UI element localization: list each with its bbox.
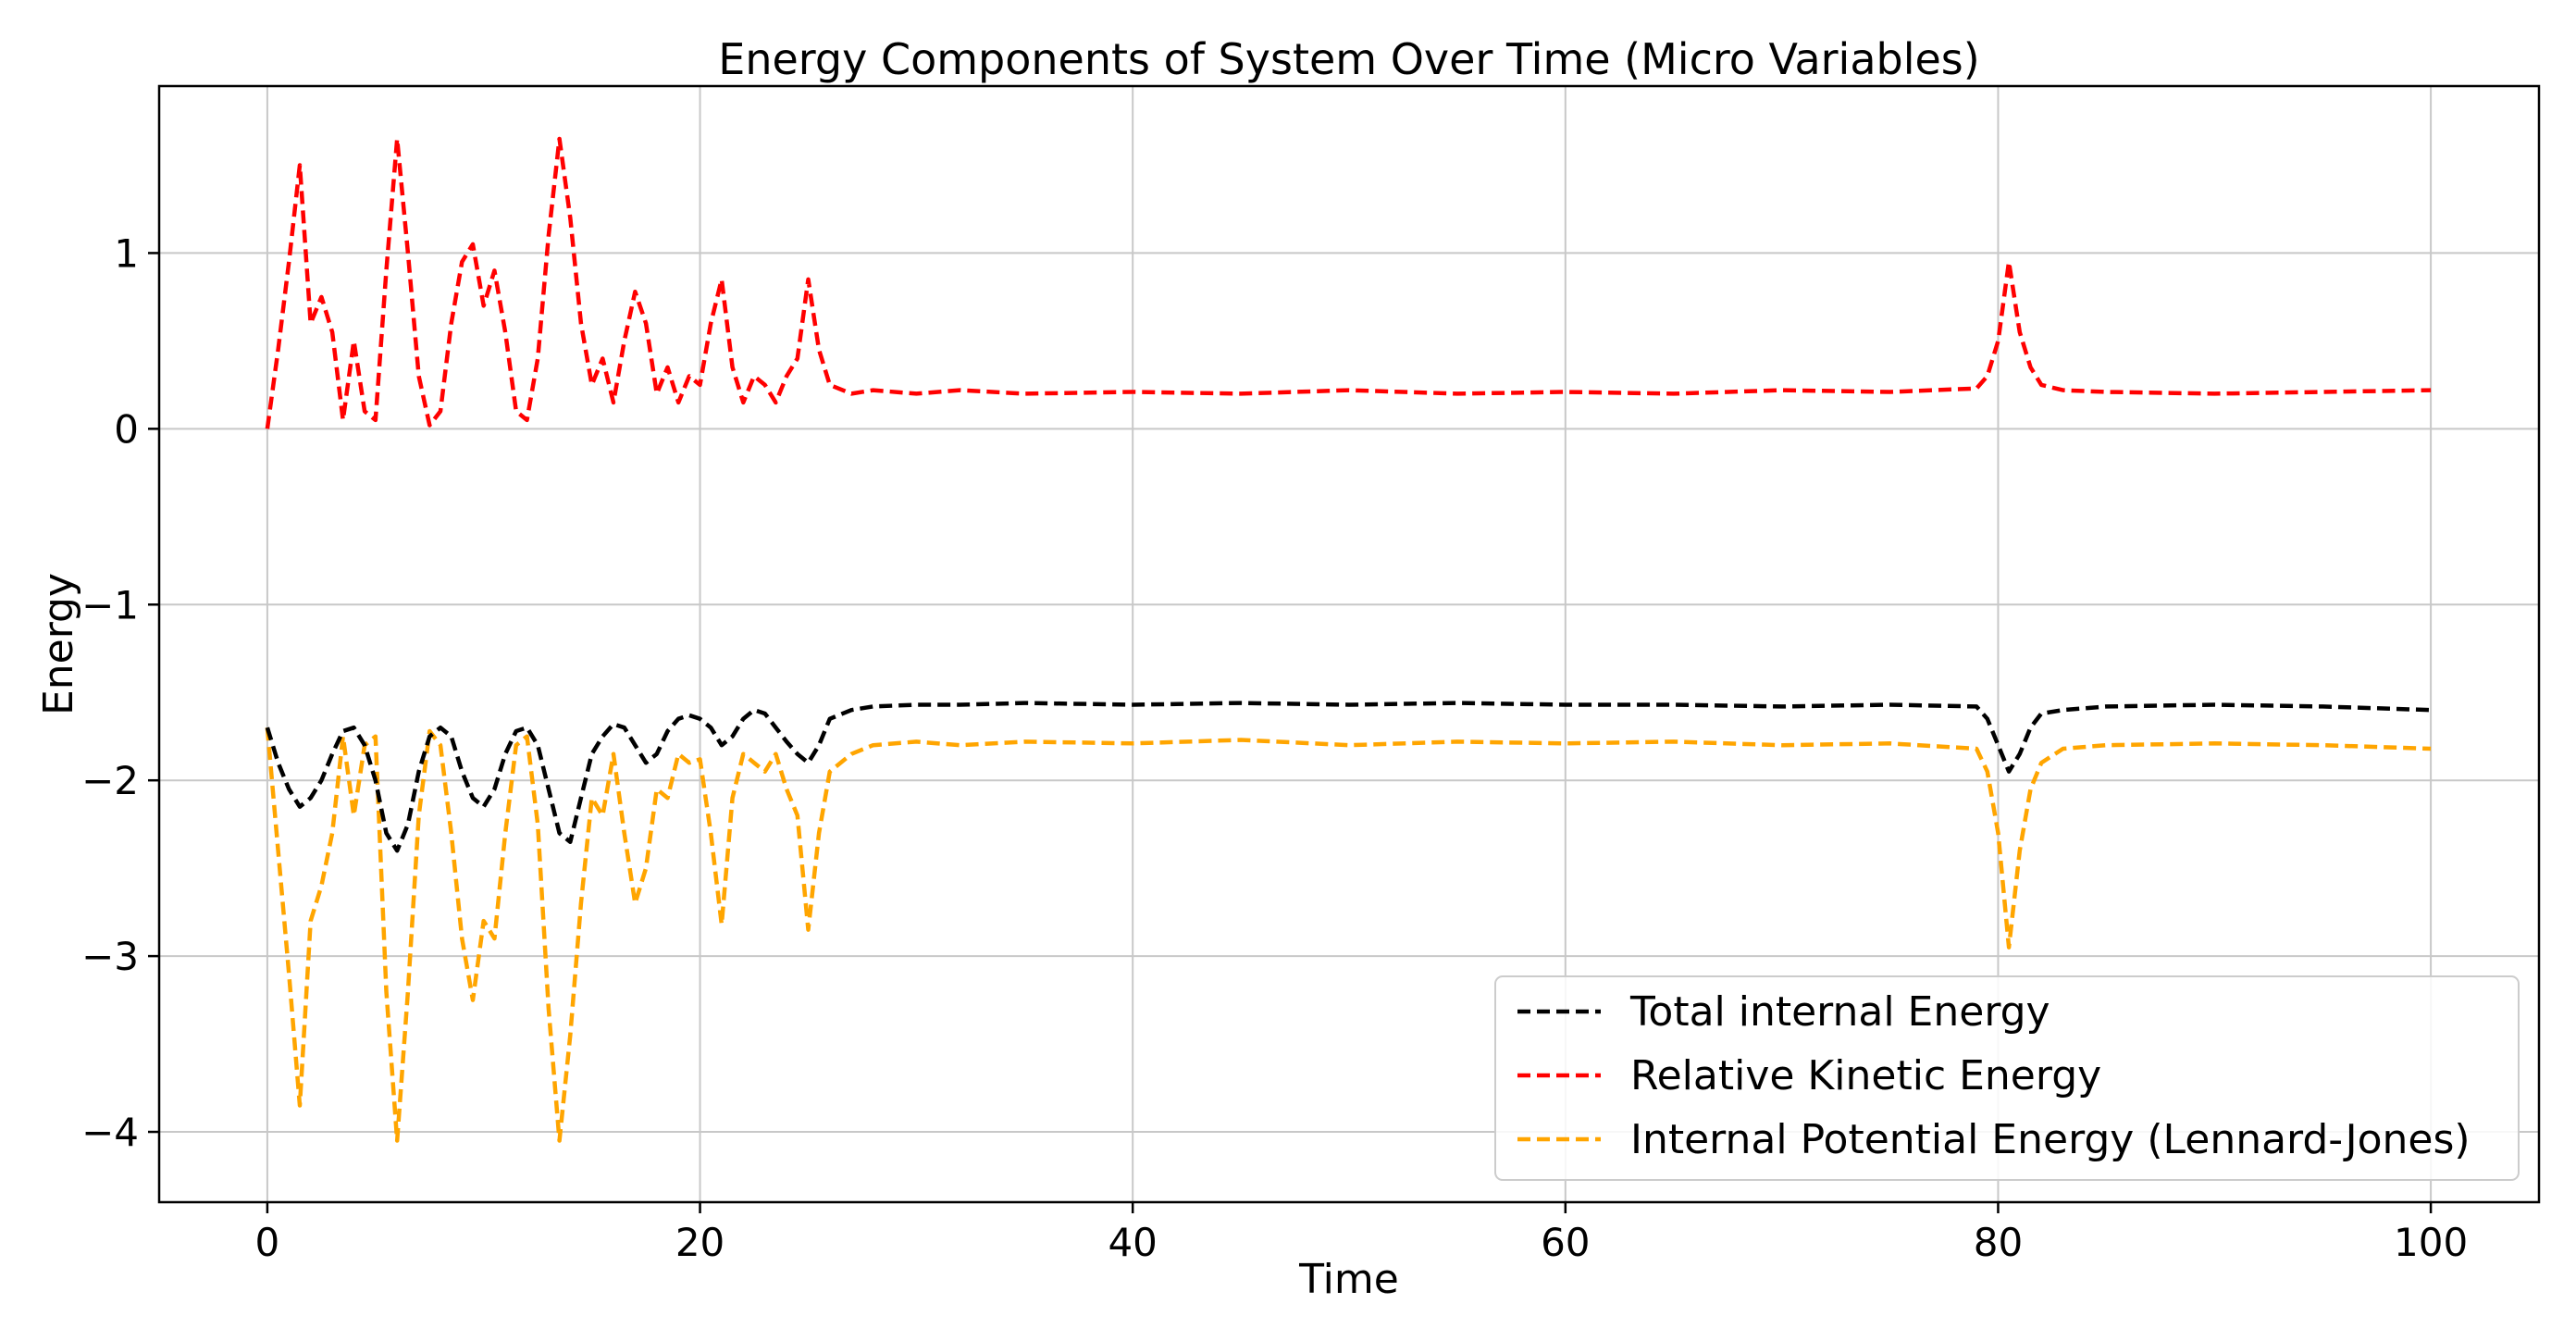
y-axis-label: Energy <box>35 573 82 715</box>
y-tick-label: −2 <box>81 758 139 803</box>
chart-title: Energy Components of System Over Time (M… <box>718 34 1979 84</box>
x-axis-label: Time <box>1298 1256 1399 1303</box>
y-tick-label: 1 <box>114 230 139 276</box>
y-tick-label: −4 <box>81 1110 139 1155</box>
axis-ticks: 0 20 40 60 80 100 −4 −3 −2 −1 0 1 <box>81 230 2468 1265</box>
legend-label-relative-kinetic-energy: Relative Kinetic Energy <box>1630 1052 2101 1099</box>
x-tick-label: 80 <box>1974 1220 2023 1265</box>
y-tick-label: −1 <box>81 582 139 627</box>
x-tick-label: 20 <box>675 1220 724 1265</box>
series-line-relative-kinetic-energy <box>265 136 2432 429</box>
x-tick-label: 60 <box>1541 1220 1590 1265</box>
plot-frame <box>157 84 2541 1204</box>
x-tick-label: 0 <box>255 1220 280 1265</box>
series-lines <box>265 136 2432 1143</box>
legend: Total internal Energy Relative Kinetic E… <box>1494 975 2520 1181</box>
x-tick-label: 40 <box>1108 1220 1157 1265</box>
legend-label-internal-potential-energy: Internal Potential Energy (Lennard-Jones… <box>1630 1116 2471 1163</box>
x-tick-label: 100 <box>2394 1220 2468 1265</box>
grid <box>159 86 2539 1202</box>
series-line-total-internal-energy <box>265 701 2432 853</box>
legend-label-total-internal-energy: Total internal Energy <box>1629 988 2050 1036</box>
y-tick-label: 0 <box>114 406 139 452</box>
legend-box <box>1494 975 2520 1181</box>
y-tick-label: −3 <box>81 934 139 979</box>
series-line-internal-potential-energy-lennard-jones <box>265 727 2432 1143</box>
